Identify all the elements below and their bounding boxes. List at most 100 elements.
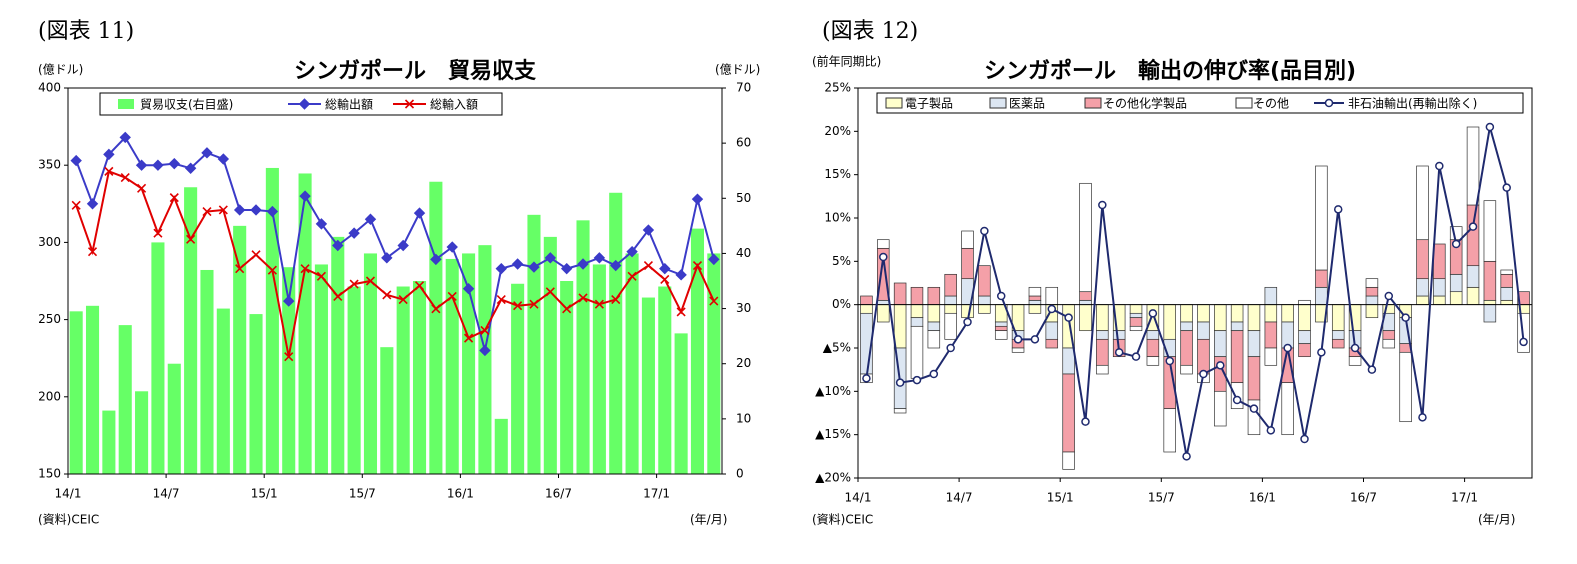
line-marker: [1317, 348, 1326, 357]
legend-label: 総輸入額: [430, 97, 478, 112]
y-tick-label: 15%: [824, 167, 851, 181]
y2-tick-label: 40: [736, 246, 751, 260]
bar-segment: [1483, 299, 1497, 306]
bar-segment: [1129, 304, 1143, 314]
source-note: (資料)CEIC: [812, 513, 873, 527]
bar-segment: [1331, 304, 1345, 332]
bar-segment: [1129, 312, 1143, 319]
bar-segment: [1365, 295, 1379, 306]
bar-segment: [1045, 286, 1059, 306]
line-marker: [545, 287, 555, 297]
bar-segment: [1230, 304, 1244, 323]
line-marker: [267, 265, 277, 275]
y2-tick-label: 10: [736, 411, 751, 425]
line-marker: [929, 369, 939, 379]
bar-segment: [1180, 304, 1193, 323]
bar-segment: [1348, 356, 1362, 366]
line-marker: [169, 193, 179, 203]
line-marker: [250, 204, 262, 216]
line-marker: [315, 218, 328, 230]
bar-segment: [1382, 338, 1396, 349]
y2-axis-label: (億ドル): [715, 63, 760, 77]
bar-segment: [1096, 364, 1109, 375]
line-marker: [398, 294, 408, 305]
line-marker: [1114, 348, 1124, 357]
bar-segment: [1180, 321, 1193, 332]
bar-segment: [1247, 304, 1261, 332]
y2-tick-label: 70: [736, 81, 751, 95]
bar: [511, 283, 525, 474]
line-marker: [316, 271, 326, 281]
legend-swatch: [1235, 97, 1253, 109]
legend-swatch: [885, 97, 903, 109]
line-marker: [480, 325, 490, 335]
line-marker: [233, 204, 246, 216]
bar: [527, 214, 541, 475]
bar-segment: [1315, 286, 1328, 306]
line-marker: [349, 279, 359, 289]
line-marker: [1249, 404, 1259, 413]
bar: [151, 242, 165, 474]
figure-label: (図表 11): [38, 19, 134, 44]
line-marker: [1324, 98, 1334, 108]
bar-segment: [1230, 321, 1244, 332]
x-tick-label: 16/1: [447, 487, 474, 501]
line-marker: [996, 291, 1006, 301]
line-marker: [676, 307, 686, 317]
chart-title: シンガポール 貿易収支: [294, 58, 537, 84]
bar-segment: [860, 295, 873, 306]
bar-segment: [1500, 273, 1513, 288]
bar-segment: [994, 325, 1008, 332]
bar-segment: [978, 304, 991, 314]
y-tick-label: 350: [38, 158, 61, 172]
line-marker: [862, 374, 871, 383]
line-marker: [364, 213, 377, 225]
bar-segment: [910, 325, 924, 379]
line-marker: [1030, 335, 1040, 344]
legend-swatch: [989, 97, 1007, 109]
bar-segment: [1230, 382, 1244, 410]
line-marker: [691, 193, 704, 205]
bar: [429, 181, 443, 474]
bar-segment: [1416, 239, 1429, 280]
bar-segment: [1449, 273, 1463, 293]
bar-segment: [1011, 347, 1025, 353]
line-marker: [1064, 313, 1073, 322]
bar-segment: [1298, 304, 1311, 332]
bar-segment: [1483, 304, 1497, 323]
bar: [494, 418, 508, 474]
bar: [249, 314, 263, 474]
y-tick-label: 250: [38, 312, 61, 326]
bar-segment: [1163, 408, 1176, 453]
legend-swatch: [118, 99, 134, 109]
bar-segment: [1281, 304, 1294, 323]
line-marker: [643, 260, 653, 271]
bar: [102, 410, 116, 474]
bar-segment: [1365, 278, 1379, 288]
bar-segment: [1214, 304, 1227, 332]
x-tick-label: 16/1: [1249, 491, 1276, 505]
bar-segment: [1264, 347, 1278, 366]
bar-segment: [1365, 286, 1379, 297]
line-marker: [912, 375, 922, 385]
bar-segment: [1331, 330, 1345, 340]
x-unit-label: (年/月): [1478, 513, 1515, 527]
bar-segment: [1382, 330, 1396, 340]
line-marker: [660, 274, 670, 285]
line-marker: [153, 228, 163, 238]
line-marker: [284, 352, 294, 362]
legend-label: 総輸出額: [325, 97, 373, 112]
bar-segment: [1466, 265, 1480, 288]
line-marker: [980, 226, 989, 236]
bar-segment: [1129, 317, 1143, 327]
bar: [690, 228, 705, 474]
line-marker: [300, 264, 310, 274]
line-marker: [594, 299, 604, 309]
bar-segment: [1163, 304, 1176, 340]
line-marker: [1350, 343, 1360, 353]
bar-segment: [1315, 165, 1328, 271]
line-marker: [202, 206, 212, 217]
bar-segment: [1079, 291, 1092, 301]
line-marker: [381, 252, 393, 264]
line-marker: [529, 299, 539, 309]
